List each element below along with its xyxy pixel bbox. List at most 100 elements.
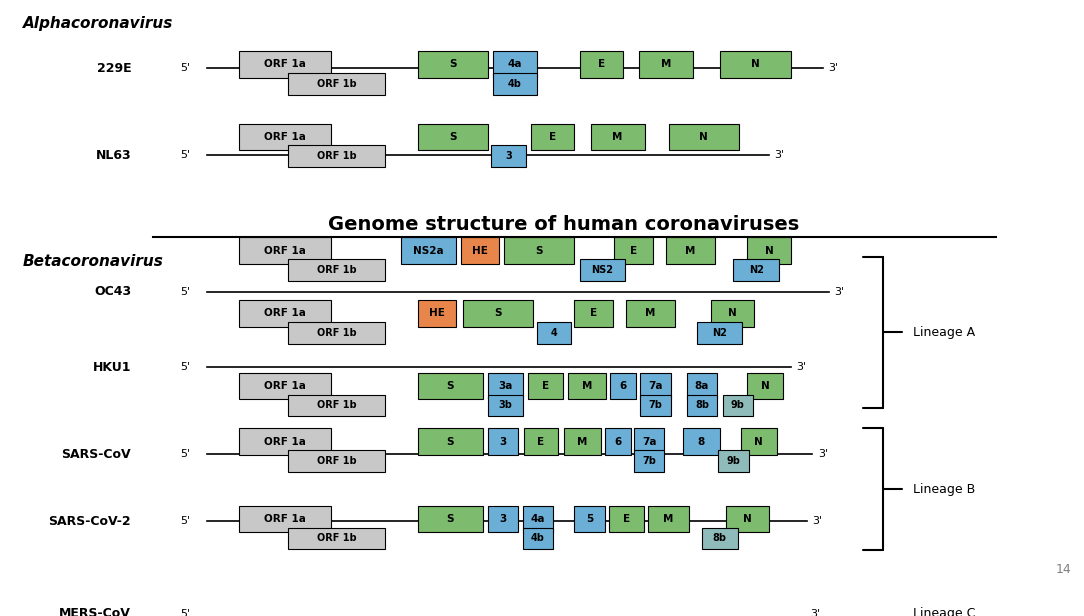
Text: 3b: 3b	[499, 400, 512, 410]
Text: 229E: 229E	[96, 62, 131, 75]
FancyBboxPatch shape	[528, 373, 563, 399]
Text: ORF 1a: ORF 1a	[264, 246, 306, 256]
FancyBboxPatch shape	[240, 124, 331, 150]
FancyBboxPatch shape	[488, 394, 522, 416]
FancyBboxPatch shape	[634, 428, 664, 455]
FancyBboxPatch shape	[568, 373, 606, 399]
Text: 3': 3'	[817, 449, 828, 460]
Text: E: E	[591, 309, 597, 318]
Text: N: N	[743, 514, 752, 524]
FancyBboxPatch shape	[240, 428, 331, 455]
FancyBboxPatch shape	[719, 450, 749, 472]
Text: M: M	[645, 309, 656, 318]
FancyBboxPatch shape	[721, 51, 790, 78]
FancyBboxPatch shape	[741, 428, 776, 455]
Text: M: M	[663, 514, 673, 524]
Text: S: S	[447, 381, 454, 391]
Text: NS2a: NS2a	[413, 246, 443, 256]
FancyBboxPatch shape	[605, 428, 631, 455]
FancyBboxPatch shape	[641, 373, 671, 399]
Text: N: N	[761, 381, 770, 391]
Text: E: E	[598, 59, 605, 69]
Text: 14: 14	[1056, 563, 1072, 576]
Text: E: E	[542, 381, 549, 391]
FancyBboxPatch shape	[610, 373, 636, 399]
FancyBboxPatch shape	[522, 506, 553, 532]
Text: 6: 6	[619, 381, 627, 391]
Text: ORF 1a: ORF 1a	[264, 381, 306, 391]
FancyBboxPatch shape	[417, 428, 482, 455]
FancyBboxPatch shape	[748, 237, 790, 264]
FancyBboxPatch shape	[240, 51, 331, 78]
Text: 4a: 4a	[530, 514, 545, 524]
FancyBboxPatch shape	[417, 506, 482, 532]
FancyBboxPatch shape	[491, 145, 526, 167]
FancyBboxPatch shape	[288, 322, 385, 344]
Text: M: M	[582, 381, 592, 391]
Text: ORF 1b: ORF 1b	[317, 265, 357, 275]
FancyBboxPatch shape	[537, 322, 571, 344]
Text: S: S	[447, 437, 454, 447]
Text: ORF 1b: ORF 1b	[317, 79, 357, 89]
Text: E: E	[538, 437, 544, 447]
Text: S: S	[447, 514, 454, 524]
Text: 7a: 7a	[642, 437, 656, 447]
Text: 7b: 7b	[648, 400, 662, 410]
Text: 3a: 3a	[498, 381, 513, 391]
FancyBboxPatch shape	[640, 51, 694, 78]
FancyBboxPatch shape	[240, 237, 331, 264]
Text: N: N	[754, 437, 763, 447]
FancyBboxPatch shape	[748, 373, 783, 399]
Text: 3: 3	[500, 514, 506, 524]
FancyBboxPatch shape	[580, 51, 623, 78]
Text: 7b: 7b	[642, 456, 656, 466]
FancyBboxPatch shape	[461, 237, 499, 264]
FancyBboxPatch shape	[669, 124, 739, 150]
Text: 4a: 4a	[507, 59, 522, 69]
Text: 4b: 4b	[531, 533, 544, 543]
FancyBboxPatch shape	[288, 145, 385, 167]
Text: 9b: 9b	[731, 400, 745, 410]
Text: 8: 8	[698, 437, 705, 447]
Text: 3: 3	[505, 151, 512, 161]
FancyBboxPatch shape	[417, 51, 488, 78]
Text: N: N	[751, 59, 760, 69]
FancyBboxPatch shape	[240, 300, 331, 326]
Text: N: N	[764, 246, 773, 256]
FancyBboxPatch shape	[288, 450, 385, 472]
Text: S: S	[449, 132, 456, 142]
Text: 8b: 8b	[695, 400, 709, 410]
FancyBboxPatch shape	[683, 428, 721, 455]
Text: 9b: 9b	[726, 456, 740, 466]
Text: ORF 1a: ORF 1a	[264, 132, 306, 142]
Text: 3': 3'	[834, 286, 844, 297]
Text: E: E	[623, 514, 630, 524]
Text: MERS-CoV: MERS-CoV	[60, 607, 131, 616]
FancyBboxPatch shape	[417, 300, 455, 326]
Text: E: E	[550, 132, 556, 142]
Text: 6: 6	[614, 437, 621, 447]
Text: 5': 5'	[180, 362, 191, 372]
FancyBboxPatch shape	[288, 394, 385, 416]
Text: E: E	[630, 246, 637, 256]
Text: 5': 5'	[180, 449, 191, 460]
Text: 3': 3'	[828, 63, 839, 73]
FancyBboxPatch shape	[687, 373, 718, 399]
FancyBboxPatch shape	[591, 124, 645, 150]
Text: ORF 1b: ORF 1b	[317, 400, 357, 410]
Text: 3': 3'	[796, 362, 806, 372]
Text: N2: N2	[749, 265, 763, 275]
Text: N: N	[728, 309, 737, 318]
Text: 8a: 8a	[695, 381, 709, 391]
FancyBboxPatch shape	[240, 506, 331, 532]
FancyBboxPatch shape	[288, 527, 385, 549]
FancyBboxPatch shape	[711, 300, 753, 326]
FancyBboxPatch shape	[488, 428, 518, 455]
Text: Alphacoronavirus: Alphacoronavirus	[23, 16, 173, 31]
Text: ORF 1b: ORF 1b	[317, 328, 357, 338]
FancyBboxPatch shape	[723, 394, 753, 416]
FancyBboxPatch shape	[493, 51, 537, 78]
Text: 5': 5'	[180, 609, 191, 616]
Text: ORF 1b: ORF 1b	[317, 151, 357, 161]
FancyBboxPatch shape	[648, 506, 689, 532]
